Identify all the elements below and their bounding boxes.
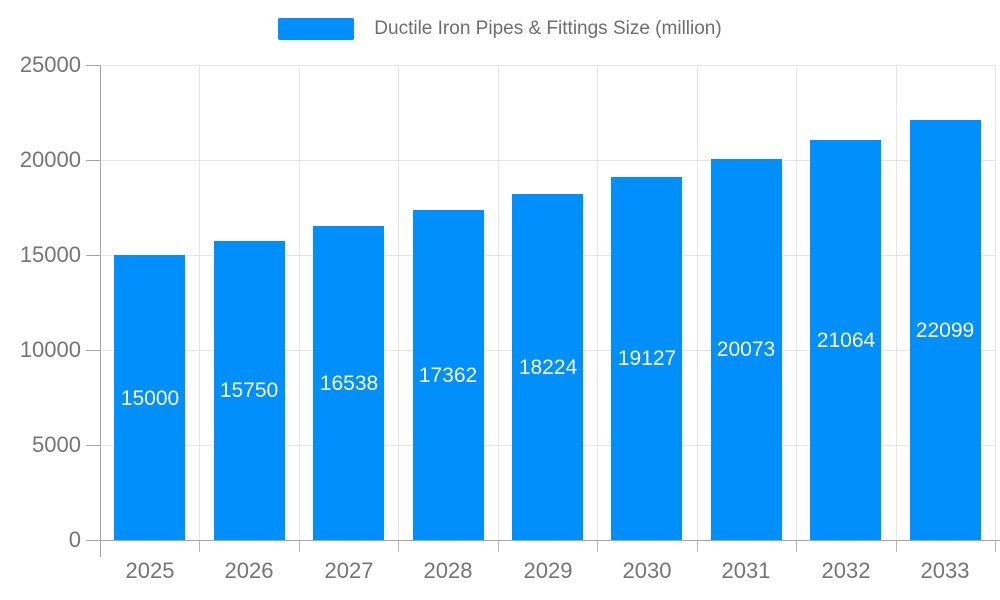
legend-label: Ductile Iron Pipes & Fittings Size (mill…	[374, 18, 722, 39]
x-axis-category-label: 2030	[622, 558, 672, 583]
bar-value-label: 15000	[120, 387, 180, 410]
bar-value-label: 21064	[816, 329, 876, 352]
y-axis-tick-label: 0	[68, 527, 81, 552]
y-axis-line	[100, 65, 101, 557]
bar-2025[interactable]	[114, 255, 185, 540]
x-axis-tick	[896, 540, 897, 552]
bar-value-label: 18224	[518, 356, 578, 379]
x-axis-tick	[796, 540, 797, 552]
x-axis-category-label: 2032	[821, 558, 871, 583]
y-axis-tick	[86, 65, 100, 66]
x-gridline	[697, 65, 698, 540]
x-axis-tick	[498, 540, 499, 552]
bar-2032[interactable]	[810, 140, 881, 540]
bar-2028[interactable]	[413, 210, 484, 540]
bar-value-label: 22099	[915, 319, 975, 342]
x-gridline	[796, 65, 797, 540]
bar-value-label: 20073	[716, 338, 776, 361]
x-axis-category-label: 2029	[523, 558, 573, 583]
y-axis-tick	[86, 540, 100, 541]
y-axis-tick	[86, 160, 100, 161]
y-axis-tick-label: 25000	[19, 52, 81, 77]
y-gridline	[100, 65, 995, 66]
bar-value-label: 16538	[319, 372, 379, 395]
bar-2033[interactable]	[910, 120, 981, 540]
x-axis-tick	[199, 540, 200, 552]
x-gridline	[597, 65, 598, 540]
x-gridline	[199, 65, 200, 540]
bar-2026[interactable]	[214, 241, 285, 540]
x-gridline	[299, 65, 300, 540]
y-axis-tick	[86, 445, 100, 446]
bar-2027[interactable]	[313, 226, 384, 540]
bar-value-label: 15750	[219, 379, 279, 402]
bar-2031[interactable]	[711, 159, 782, 540]
x-axis-tick	[697, 540, 698, 552]
bar-2030[interactable]	[611, 177, 682, 540]
x-axis-category-label: 2033	[920, 558, 970, 583]
x-axis-tick	[398, 540, 399, 552]
y-axis-tick	[86, 255, 100, 256]
bar-value-label: 17362	[418, 364, 478, 387]
bar-value-label: 19127	[617, 347, 677, 370]
x-axis-category-label: 2031	[721, 558, 771, 583]
y-gridline	[100, 160, 995, 161]
x-gridline	[498, 65, 499, 540]
x-axis-category-label: 2026	[224, 558, 274, 583]
legend-swatch-icon	[278, 18, 355, 40]
y-axis-tick	[86, 350, 100, 351]
x-gridline	[398, 65, 399, 540]
y-axis-tick-label: 5000	[32, 432, 81, 457]
x-axis-line	[100, 540, 1000, 541]
x-axis-tick	[995, 540, 996, 552]
x-gridline	[896, 65, 897, 540]
x-axis-tick	[597, 540, 598, 552]
chart-legend[interactable]: Ductile Iron Pipes & Fittings Size (mill…	[0, 12, 1000, 46]
x-axis-category-label: 2028	[423, 558, 473, 583]
y-axis-tick-label: 15000	[19, 242, 81, 267]
x-axis-tick	[299, 540, 300, 552]
y-axis-tick-label: 20000	[19, 147, 81, 172]
x-axis-category-label: 2027	[324, 558, 374, 583]
y-axis-tick-label: 10000	[19, 337, 81, 362]
bar-2029[interactable]	[512, 194, 583, 540]
x-gridline	[995, 65, 996, 540]
x-axis-category-label: 2025	[125, 558, 175, 583]
